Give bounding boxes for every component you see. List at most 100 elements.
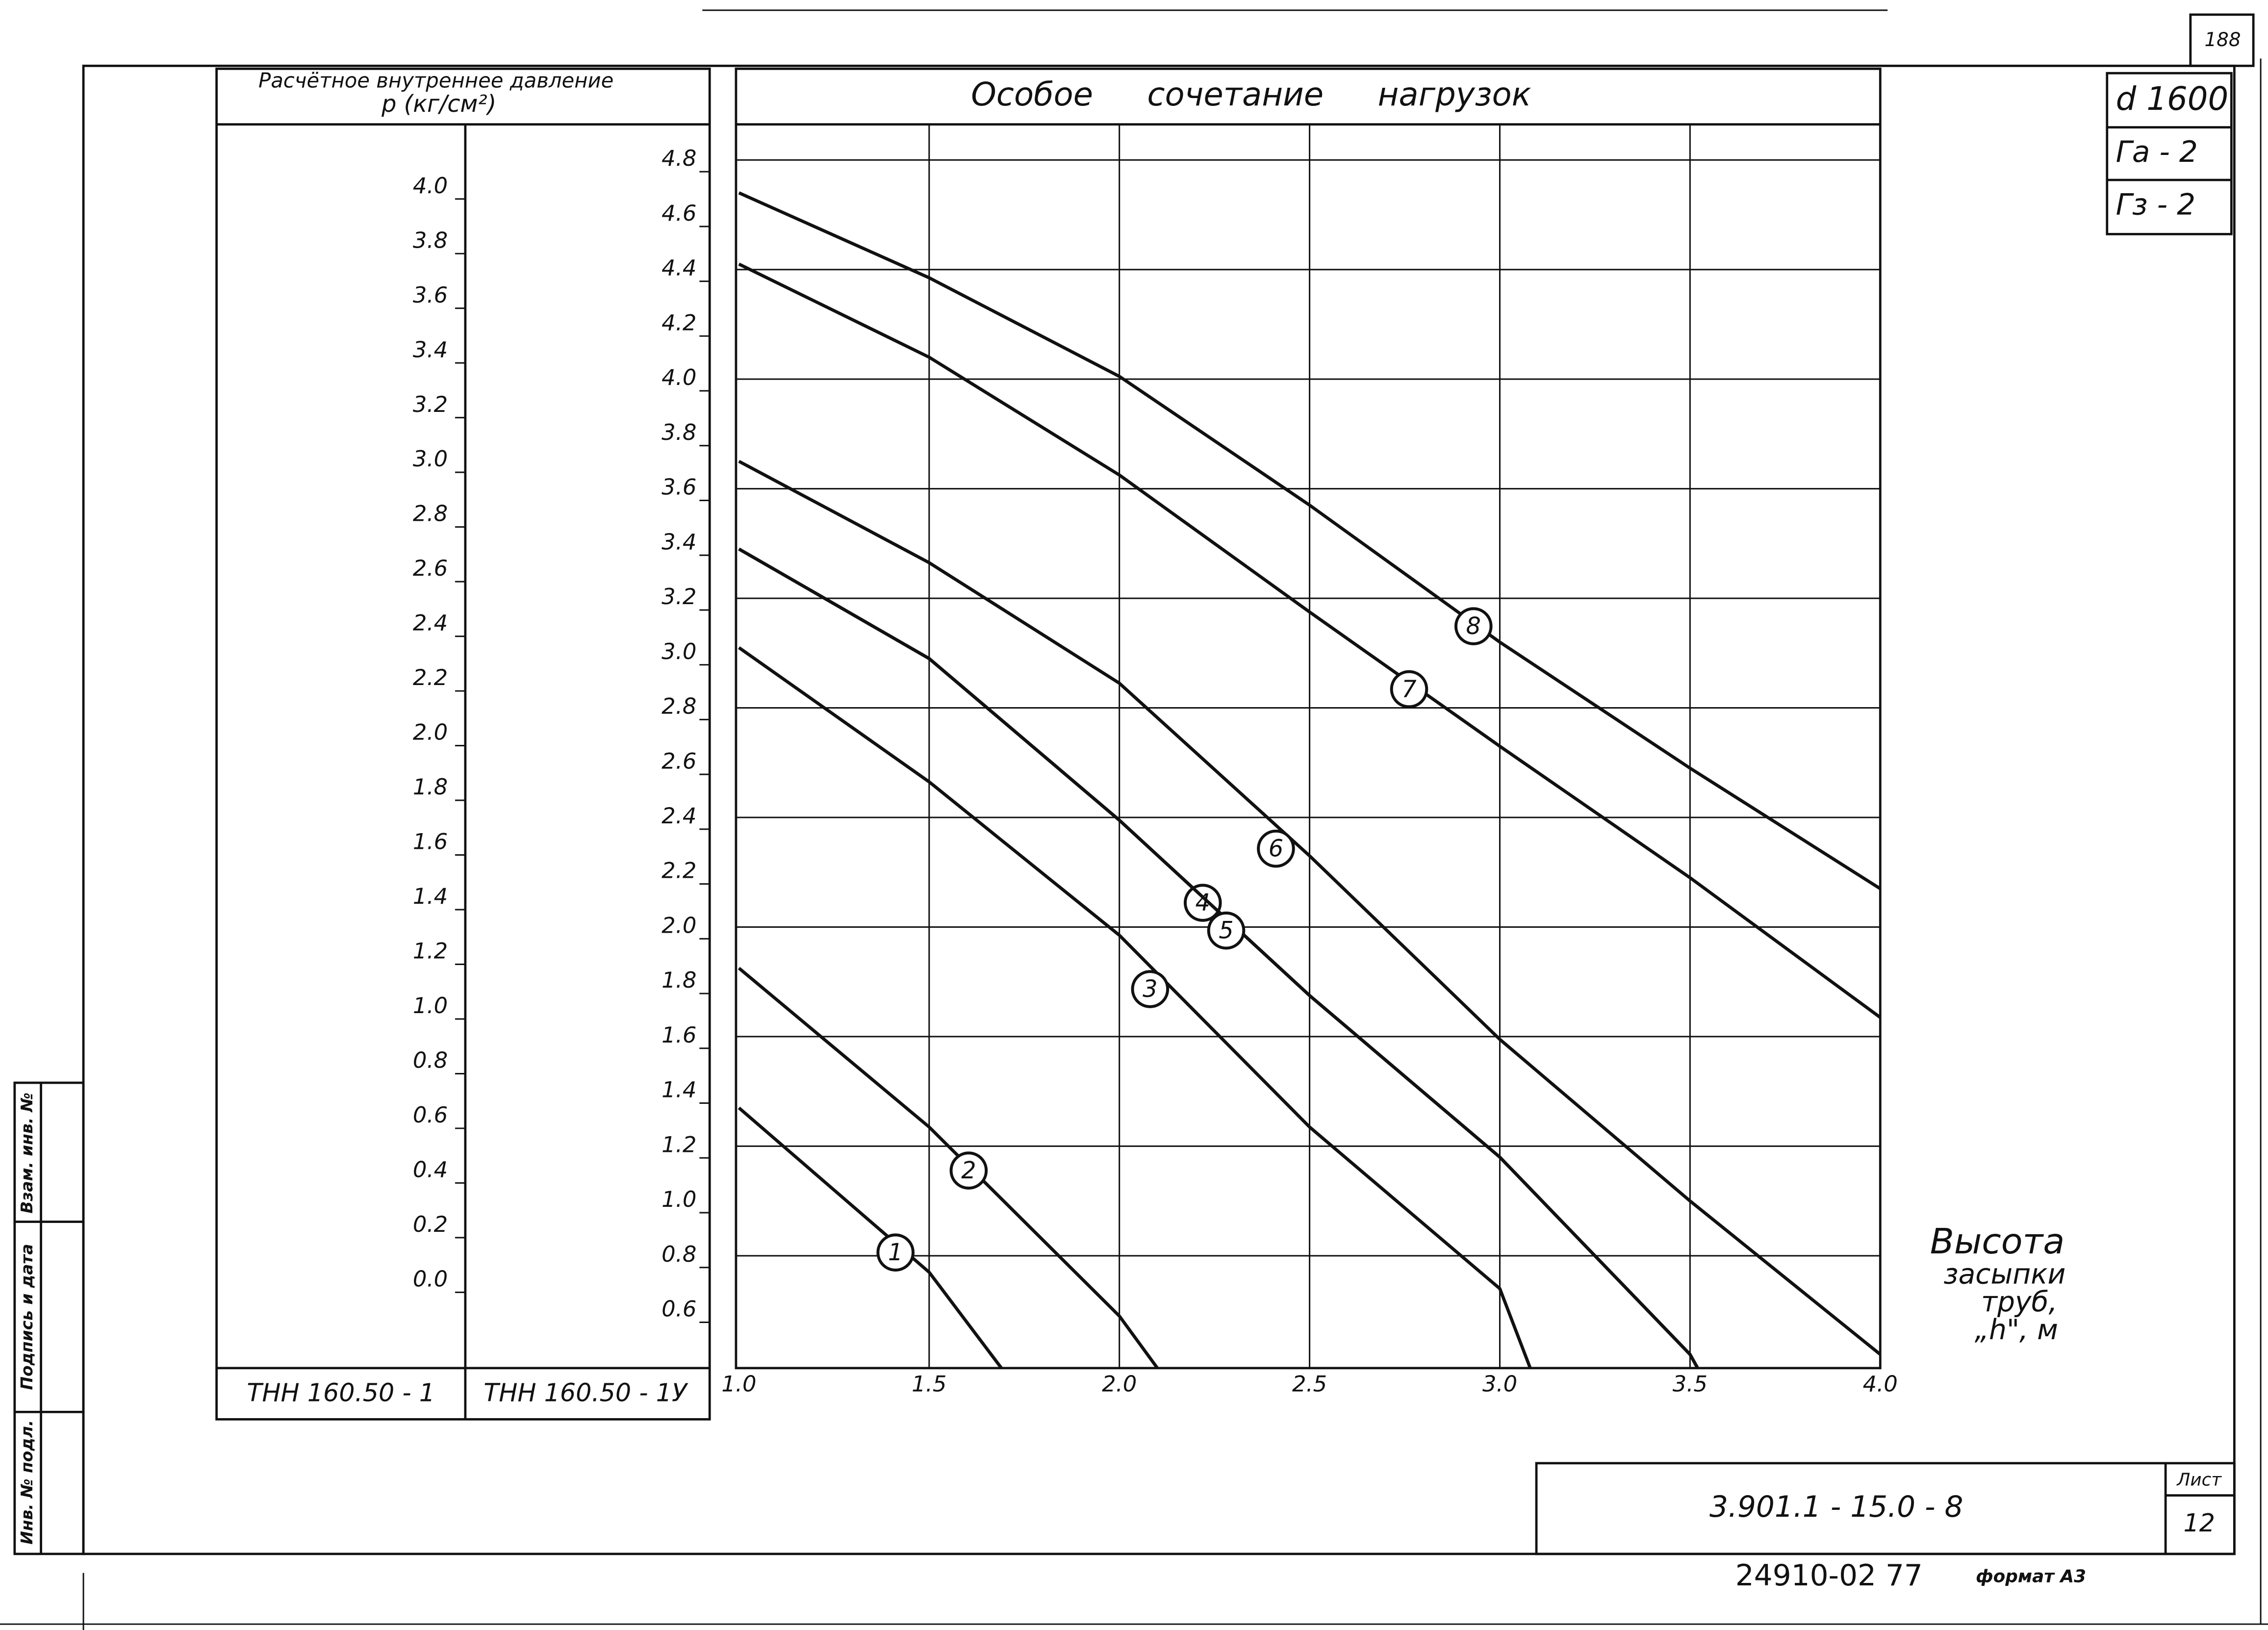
curve	[738, 967, 1159, 1369]
format: формат А3	[1976, 1567, 2086, 1587]
curve	[738, 646, 1532, 1369]
scale-name: ТНН 160.50 - 1	[247, 1378, 435, 1407]
y2-tick-label: 4.0	[413, 173, 448, 199]
curve-marker	[949, 1151, 988, 1190]
x-tick-label: 3.5	[1673, 1371, 1707, 1397]
y2-tick-label: 2.4	[413, 610, 448, 636]
diameter: d 1600	[2116, 80, 2229, 118]
y2-tick-label: 2.6	[413, 555, 448, 581]
page-number: 188	[2204, 29, 2241, 51]
y-tick-label: 4.4	[662, 255, 696, 281]
x-tick-label: 4.0	[1863, 1371, 1898, 1397]
x-tick-label: 2.5	[1292, 1371, 1327, 1397]
x-tick-label: 2.0	[1102, 1371, 1137, 1397]
y-tick-label: 1.4	[662, 1077, 696, 1103]
curve	[738, 1106, 1003, 1369]
sheet-number: 12	[2183, 1508, 2215, 1537]
y2-tick-label: 3.4	[413, 336, 448, 362]
side-label: Подпись и дата	[18, 1244, 36, 1390]
side-label: Инв. № подл.	[18, 1420, 36, 1545]
y2-tick-label: 2.0	[413, 719, 448, 745]
ground-z: Гз - 2	[2116, 188, 2195, 222]
sheet-label: Лист	[2176, 1470, 2222, 1490]
y2-tick-label: 1.2	[413, 938, 448, 964]
y2-tick-label: 3.8	[413, 227, 448, 253]
curve-marker	[1131, 970, 1170, 1008]
order-number: 24910-02 77	[1735, 1559, 1923, 1593]
y-tick-label: 3.0	[662, 638, 696, 664]
curve-label: 6	[1269, 836, 1283, 863]
curve	[738, 262, 1882, 1019]
designation-box	[2106, 72, 2233, 235]
page-number-box	[2189, 13, 2255, 67]
y2-tick-label: 1.0	[413, 993, 448, 1019]
curve-label: 5	[1219, 917, 1233, 944]
y2-tick-label: 0.8	[413, 1047, 448, 1073]
y2-tick-label: 0.6	[413, 1102, 448, 1128]
y-tick-label: 2.2	[662, 858, 696, 884]
y-tick-label: 4.6	[662, 200, 696, 226]
x-tick-label: 1.5	[912, 1371, 946, 1397]
curve	[738, 547, 1699, 1369]
y2-tick-label: 2.8	[413, 501, 448, 527]
x-axis-label: труб,	[1981, 1286, 2058, 1318]
y-tick-label: 4.2	[662, 309, 696, 335]
curve-marker	[1183, 884, 1222, 922]
curve	[738, 459, 1882, 1356]
y2-tick-label: 3.0	[413, 446, 448, 472]
x-tick-label: 1.0	[721, 1371, 756, 1397]
y2-tick-label: 3.2	[413, 391, 448, 417]
y2-tick-label: 0.0	[413, 1266, 448, 1292]
chart-title: Особое сочетание нагрузок	[971, 76, 1531, 113]
y-axis-label: Расчётное внутреннее давление	[258, 69, 613, 93]
plot-frame	[735, 67, 1882, 1370]
y-tick-label: 2.6	[662, 748, 696, 774]
y-tick-label: 2.0	[662, 912, 696, 938]
y2-tick-label: 2.2	[413, 664, 448, 690]
y-tick-label: 3.4	[662, 529, 696, 555]
y2-tick-label: 0.4	[413, 1157, 448, 1183]
y2-tick-label: 1.4	[413, 883, 448, 909]
y-tick-label: 1.8	[662, 967, 696, 993]
curve-marker	[1207, 911, 1246, 950]
curve-label: 7	[1402, 676, 1416, 703]
side-strip	[13, 1081, 85, 1555]
side-label: Взам. инв. №	[18, 1093, 36, 1214]
curve-label: 2	[961, 1157, 976, 1184]
y-tick-label: 4.8	[662, 145, 696, 171]
curve-label: 3	[1143, 976, 1157, 1003]
y-axis-label: p (кг/см²)	[381, 91, 496, 118]
scale-panel	[215, 67, 711, 1421]
y2-tick-label: 1.6	[413, 829, 448, 855]
y-tick-label: 3.6	[662, 474, 696, 500]
y-tick-label: 3.8	[662, 419, 696, 445]
curve-label: 1	[888, 1239, 903, 1266]
ground-a: Га - 2	[2116, 135, 2198, 169]
y-tick-label: 3.2	[662, 584, 696, 610]
y2-tick-label: 0.2	[413, 1211, 448, 1237]
x-axis-label: „h", м	[1975, 1314, 2058, 1346]
curve	[738, 191, 1882, 891]
y-tick-label: 1.6	[662, 1022, 696, 1048]
x-tick-label: 3.0	[1482, 1371, 1517, 1397]
title-block	[1535, 1462, 2236, 1555]
y2-tick-label: 3.6	[413, 282, 448, 308]
y-tick-label: 2.4	[662, 803, 696, 829]
curve-marker	[876, 1233, 915, 1272]
y-tick-label: 2.8	[662, 693, 696, 719]
y-tick-label: 1.0	[662, 1186, 696, 1212]
y-tick-label: 0.6	[662, 1296, 696, 1322]
y2-tick-label: 1.8	[413, 774, 448, 800]
curve-marker	[1390, 670, 1428, 709]
scale-name: ТНН 160.50 - 1У	[484, 1378, 688, 1407]
y-tick-label: 4.0	[662, 364, 696, 390]
curve-marker	[1454, 607, 1493, 645]
y-tick-label: 0.8	[662, 1241, 696, 1267]
curve-label: 8	[1466, 613, 1481, 640]
document-code: 3.901.1 - 15.0 - 8	[1709, 1490, 1963, 1524]
y-tick-label: 1.2	[662, 1131, 696, 1157]
x-axis-label: засыпки	[1943, 1258, 2065, 1291]
x-axis-label: Высота	[1930, 1221, 2064, 1262]
main-frame	[82, 64, 2236, 1555]
